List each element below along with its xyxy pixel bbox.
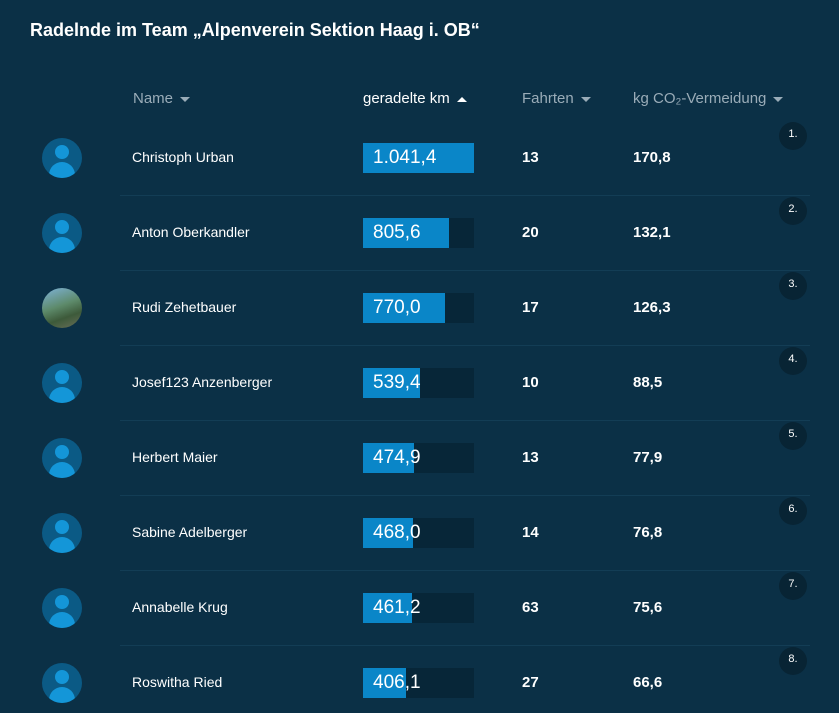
km-value: 461,2	[373, 597, 421, 618]
avatar	[42, 513, 82, 553]
avatar-head	[55, 145, 69, 159]
avatar-body	[49, 462, 75, 478]
km-bar-track: 461,2	[363, 593, 474, 623]
rank-badge: 1.	[779, 122, 807, 150]
avatar	[42, 438, 82, 478]
km-bar	[363, 143, 474, 173]
avatar	[42, 363, 82, 403]
row-separator	[120, 645, 810, 646]
row-separator	[120, 570, 810, 571]
rank-badge: 7.	[779, 572, 807, 600]
avatar-body	[49, 537, 75, 553]
rides-value: 63	[522, 599, 539, 616]
avatar-body	[49, 237, 75, 253]
avatar-body	[49, 612, 75, 628]
km-bar	[363, 218, 449, 248]
avatar-head	[55, 595, 69, 609]
avatar	[42, 588, 82, 628]
participant-name: Rudi Zehetbauer	[132, 299, 237, 315]
co2-value: 126,3	[633, 299, 671, 316]
km-bar	[363, 368, 421, 398]
km-value: 1.041,4	[373, 147, 437, 168]
km-bar-track: 539,4	[363, 368, 474, 398]
km-bar	[363, 443, 414, 473]
avatar-head	[55, 220, 69, 234]
avatar	[42, 213, 82, 253]
rides-header[interactable]: Fahrten	[522, 90, 591, 107]
header-text: geradelte km	[363, 90, 450, 107]
km-bar-track: 474,9	[363, 443, 474, 473]
avatar	[42, 663, 82, 703]
header-text: Name	[133, 90, 174, 107]
rides-value: 20	[522, 224, 539, 241]
avatar-body	[49, 687, 75, 703]
rank-badge: 5.	[779, 422, 807, 450]
km-bar-track: 468,0	[363, 518, 474, 548]
title: Radelnde im Team „Alpenverein Sektion Ha…	[30, 20, 480, 40]
row-separator	[120, 270, 810, 271]
participant-name: Sabine Adelberger	[132, 524, 248, 540]
km-value: 406,1	[373, 672, 421, 693]
rides-value: 10	[522, 374, 539, 391]
avatar	[42, 288, 82, 328]
rank-badge: 2.	[779, 197, 807, 225]
header-text: kg CO₂-Vermeidung	[633, 90, 767, 107]
rank-badge: 4.	[779, 347, 807, 375]
row-separator	[120, 345, 810, 346]
co2-value: 170,8	[633, 149, 671, 166]
avatar	[42, 138, 82, 178]
name-header[interactable]: Name	[133, 90, 191, 107]
row-separator	[120, 420, 810, 421]
km-bar	[363, 668, 407, 698]
km-header[interactable]: geradelte km	[363, 90, 467, 107]
co2-value: 76,8	[633, 524, 663, 541]
km-value: 770,0	[373, 297, 421, 318]
participant-name: Christoph Urban	[132, 149, 234, 165]
header-text: Fahrten	[522, 90, 574, 107]
rides-value: 13	[522, 149, 539, 166]
co2-value: 75,6	[633, 599, 663, 616]
co2-value: 66,6	[633, 674, 663, 691]
km-value: 474,9	[373, 447, 421, 468]
avatar-body	[49, 387, 75, 403]
co2-value: 132,1	[633, 224, 671, 241]
co2-header[interactable]: kg CO₂-Vermeidung	[633, 90, 784, 107]
row-separator	[120, 195, 810, 196]
km-bar	[363, 593, 413, 623]
co2-value: 77,9	[633, 449, 663, 466]
km-bar	[363, 293, 446, 323]
participant-name: Anton Oberkandler	[132, 224, 250, 240]
rank-badge: 8.	[779, 647, 807, 675]
avatar-head	[55, 520, 69, 534]
avatar-head	[55, 370, 69, 384]
rides-value: 13	[522, 449, 539, 466]
participant-name: Josef123 Anzenberger	[132, 374, 273, 390]
km-bar-track: 406,1	[363, 668, 474, 698]
km-value: 805,6	[373, 222, 421, 243]
km-bar-track: 1.041,4	[363, 143, 474, 173]
rank-badge: 6.	[779, 497, 807, 525]
km-value: 539,4	[373, 372, 421, 393]
co2-value: 88,5	[633, 374, 663, 391]
rides-value: 14	[522, 524, 539, 541]
rank-badge: 3.	[779, 272, 807, 300]
row-separator	[120, 495, 810, 496]
avatar-head	[55, 445, 69, 459]
rides-value: 17	[522, 299, 539, 316]
participant-name: Annabelle Krug	[132, 599, 228, 615]
avatar-head	[55, 670, 69, 684]
km-value: 468,0	[373, 522, 421, 543]
km-bar-track: 770,0	[363, 293, 474, 323]
km-bar	[363, 518, 413, 548]
avatar-body	[49, 162, 75, 178]
km-bar-track: 805,6	[363, 218, 474, 248]
participant-name: Roswitha Ried	[132, 674, 223, 690]
participant-name: Herbert Maier	[132, 449, 218, 465]
rides-value: 27	[522, 674, 539, 691]
